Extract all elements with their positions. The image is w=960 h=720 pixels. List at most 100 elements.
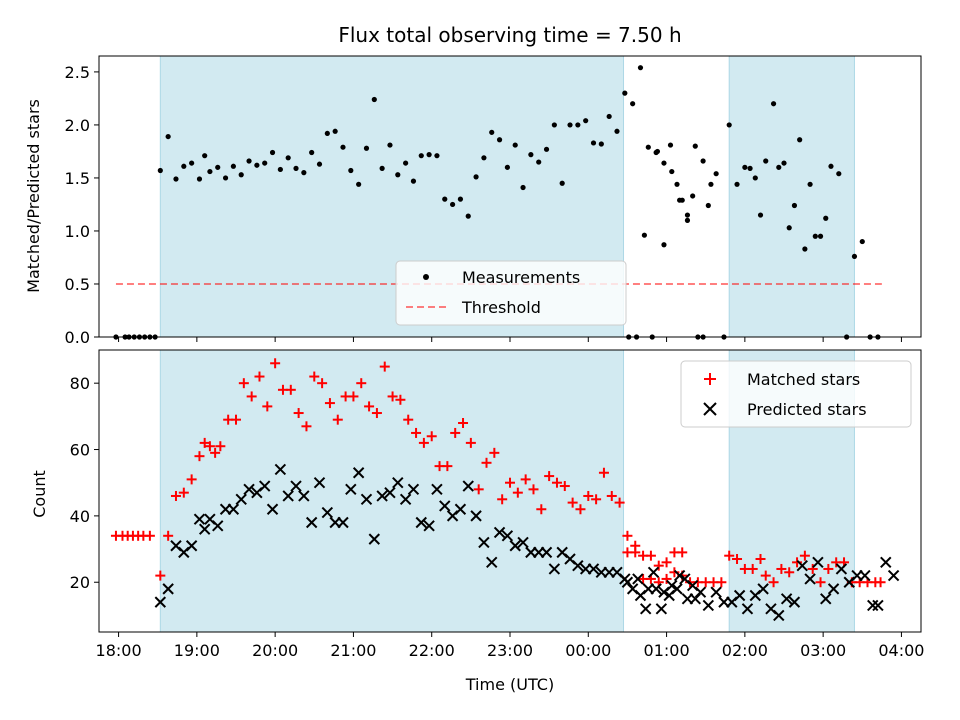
legend-predicted-label: Predicted stars (747, 400, 867, 419)
predicted-star-point-15 (266, 503, 279, 515)
matched-star-point-94 (760, 570, 771, 581)
measurement-point-117 (851, 253, 858, 260)
measurement-point-57 (536, 159, 542, 165)
matched-star-point-66 (606, 490, 617, 501)
measurement-point-10 (173, 176, 179, 182)
measurement-point-114 (828, 163, 834, 169)
matched-star-point-96 (776, 563, 787, 574)
legend-measurements-label: Measurements (462, 268, 580, 287)
matched-star-point-20 (246, 391, 257, 402)
bottom-y-axis-label: Count (30, 470, 49, 518)
matched-star-point-18 (231, 414, 241, 425)
legend-predicted-marker (703, 402, 717, 416)
matched-star-point-15 (210, 447, 221, 458)
measurement-point-109 (802, 246, 808, 252)
x-tick-label-6: 00:00 (565, 641, 611, 660)
measurement-point-50 (481, 155, 487, 161)
matched-star-point-35 (364, 401, 375, 412)
matched-star-point-41 (411, 427, 422, 438)
predicted-star-point-45 (501, 530, 514, 542)
y-tick-label-2: 60 (70, 441, 90, 460)
matched-star-point-30 (324, 398, 335, 409)
measurement-point-104 (776, 164, 782, 170)
matched-star-point-73 (661, 557, 672, 568)
matched-star-point-68 (622, 530, 633, 541)
y-tick-label-0: 0.0 (65, 328, 90, 347)
measurement-point-12 (189, 160, 195, 166)
x-tick-label-0: 18:00 (96, 641, 142, 660)
x-tick-label-10: 04:00 (878, 641, 924, 660)
predicted-star-point-40 (462, 480, 474, 492)
legend-matched-marker (704, 373, 716, 385)
matched-star-point-7 (155, 570, 166, 581)
predicted-star-point-90 (780, 593, 793, 605)
measurement-point-18 (230, 163, 236, 169)
shaded-interval-1 (728, 55, 855, 338)
measurement-point-71 (645, 144, 651, 150)
predicted-star-point-72 (639, 603, 652, 615)
matched-star-point-53 (505, 477, 515, 488)
x-tick-label-3: 21:00 (330, 641, 376, 660)
measurement-point-100 (752, 175, 758, 181)
matched-star-point-39 (395, 394, 406, 405)
legend-threshold-label: Threshold (461, 298, 541, 317)
predicted-star-point-32 (399, 493, 412, 506)
top-y-axis-label: Matched/Predicted stars (24, 99, 43, 293)
measurement-point-23 (269, 149, 276, 156)
x-tick-label-7: 01:00 (644, 641, 690, 660)
predicted-star-point-10 (227, 503, 240, 515)
measurement-point-110 (807, 181, 813, 187)
matched-star-point-95 (768, 577, 779, 588)
bottom-legend-box (680, 360, 912, 428)
bottom-legend: Matched stars Predicted stars (680, 360, 912, 428)
measurement-point-62 (575, 122, 581, 128)
predicted-star-point-71 (632, 573, 644, 585)
matched-star-point-98 (792, 557, 803, 568)
predicted-star-point-87 (757, 583, 769, 595)
predicted-star-point-96 (827, 583, 840, 595)
matched-star-point-62 (575, 504, 586, 515)
matched-star-point-21 (254, 371, 265, 382)
predicted-star-point-66 (666, 579, 678, 592)
measurement-point-60 (559, 180, 565, 186)
measurement-point-58 (543, 146, 550, 152)
matched-star-point-19 (238, 378, 249, 389)
predicted-star-point-94 (812, 556, 824, 569)
measurement-point-118 (859, 238, 865, 245)
measurement-point-52 (496, 137, 503, 143)
predicted-star-point-20 (305, 516, 318, 529)
measurement-point-108 (797, 137, 803, 143)
measurement-point-49 (473, 174, 479, 180)
measurement-point-14 (202, 153, 208, 159)
predicted-star-point-41 (470, 510, 482, 522)
matched-star-point-57 (536, 504, 547, 515)
measurement-point-42 (418, 153, 424, 159)
measurement-point-33 (348, 167, 354, 174)
predicted-star-point-18 (290, 480, 302, 492)
measurement-point-16 (215, 164, 221, 170)
predicted-star-point-103 (880, 556, 892, 569)
measurement-point-13 (196, 176, 203, 182)
matched-star-point-60 (559, 481, 570, 492)
predicted-star-point-24 (337, 516, 349, 529)
bottom-panel: 18:00 19:00 20:00 21:00 22:00 23:00 00:00 01:00… (30, 349, 924, 694)
measurement-point-67 (614, 128, 620, 134)
measurement-point-56 (528, 152, 534, 158)
y-tick-label-5: 2.5 (65, 63, 90, 82)
measurement-point-34 (356, 181, 362, 187)
measurement-point-77 (692, 143, 698, 149)
x-tick-label-1: 19:00 (174, 641, 220, 660)
measurement-point-11 (181, 163, 187, 169)
predicted-star-point-4 (185, 540, 198, 552)
measurement-point-69 (630, 101, 636, 107)
matched-star-point-46 (450, 427, 461, 438)
matched-star-point-56 (528, 484, 539, 495)
predicted-star-point-51 (548, 563, 561, 575)
predicted-star-point-95 (820, 593, 832, 605)
measurement-point-39 (395, 172, 401, 178)
predicted-star-point-101 (867, 599, 879, 612)
predicted-stars-series (154, 463, 900, 622)
matched-star-point-36 (371, 408, 382, 419)
matched-star-point-65 (598, 467, 609, 478)
predicted-star-point-11 (235, 493, 247, 506)
